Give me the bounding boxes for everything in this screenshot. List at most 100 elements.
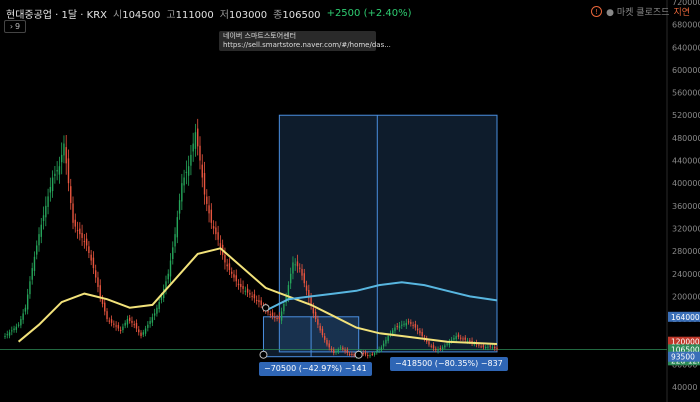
candle-body: [405, 322, 408, 326]
close-value: 106500: [282, 10, 321, 21]
candle-body: [437, 349, 439, 351]
tooltip-url: https://sell.smartstore.naver.com/#/home…: [223, 41, 391, 49]
candle-body: [280, 311, 283, 321]
candle-body: [42, 215, 45, 222]
price-tag: [668, 311, 700, 322]
market-status[interactable]: ! ● 마켓 클로즈드 지연: [591, 5, 690, 18]
price-tag: [668, 336, 700, 347]
candle-body: [119, 329, 122, 331]
candle-body: [40, 224, 42, 237]
candle-body: [378, 349, 380, 351]
candle-body: [289, 273, 292, 284]
candle-body: [487, 346, 489, 348]
candle-body: [346, 349, 349, 354]
candle-body: [242, 286, 244, 289]
candle-body: [260, 300, 262, 305]
open-value: 104500: [122, 10, 161, 21]
candle-body: [301, 268, 303, 276]
candle-body: [394, 327, 396, 331]
candle-body: [129, 317, 131, 321]
y-tick-label: 360000: [672, 202, 700, 211]
candle-body: [176, 217, 179, 238]
candle-body: [380, 347, 383, 351]
candle-body: [387, 336, 389, 341]
candle-body: [13, 328, 15, 331]
candle-body: [373, 353, 376, 355]
y-tick-label: 720000: [672, 0, 700, 7]
candle-body: [135, 323, 138, 329]
candle-body: [187, 166, 190, 176]
candle-body: [430, 345, 432, 347]
candle-body: [88, 246, 90, 254]
candle-body: [398, 325, 401, 329]
candle-body: [217, 232, 219, 240]
candle-body: [212, 226, 215, 229]
candle-body: [237, 283, 240, 286]
candle-body: [385, 339, 387, 344]
market-status-text: ● 마켓 클로즈드: [606, 8, 670, 18]
candle-body: [382, 343, 385, 347]
candle-body: [36, 245, 38, 255]
symbol-name[interactable]: 현대중공업 · 1달 · KRX: [6, 10, 107, 21]
link-tooltip: 네이버 스마트스토어센터 https://sell.smartstore.nav…: [219, 31, 391, 51]
candle-body: [416, 328, 419, 331]
candle-body: [466, 340, 469, 342]
y-tick-label: 40000: [672, 383, 697, 392]
candle-body: [353, 354, 355, 356]
candle-body: [312, 307, 315, 314]
candle-body: [174, 234, 176, 247]
candle-body: [45, 205, 47, 218]
measure-anchor: [262, 304, 270, 312]
candle-body: [115, 325, 117, 327]
candle-body: [63, 143, 65, 156]
candle-body: [192, 143, 194, 152]
candle-body: [72, 203, 74, 223]
candle-body: [56, 169, 58, 172]
candle-body: [450, 339, 453, 341]
low-value: 103000: [228, 10, 268, 21]
candle-body: [412, 324, 414, 326]
candle-body: [278, 316, 281, 320]
candle-body: [305, 285, 308, 291]
candle-body: [274, 316, 276, 318]
y-tick-label: 520000: [672, 111, 700, 120]
price-tag: [668, 351, 700, 362]
candle-body: [47, 196, 49, 207]
price-tag-label: 106500: [671, 345, 700, 354]
candle-body: [24, 307, 27, 312]
measure-anchor: [259, 350, 268, 359]
candle-body: [156, 307, 158, 314]
candle-body: [215, 227, 217, 235]
candle-body: [401, 324, 403, 326]
low-label: 저: [219, 10, 229, 21]
indicator-toggle-button[interactable]: › 9: [4, 20, 26, 33]
candle-body: [480, 346, 482, 348]
candle-body: [276, 317, 278, 319]
candle-body: [392, 330, 394, 335]
candle-body: [317, 319, 319, 325]
candle-body: [455, 336, 457, 340]
price-tag-label: 93500: [671, 353, 695, 362]
candle-body: [253, 294, 256, 299]
candle-body: [190, 154, 192, 166]
candle-body: [323, 336, 326, 340]
candle-body: [489, 345, 491, 347]
candle-body: [471, 340, 473, 343]
candle-body: [396, 326, 398, 328]
candle-body: [271, 312, 274, 317]
candle-body: [208, 205, 210, 214]
candle-body: [246, 288, 249, 293]
y-tick-label: 400000: [672, 179, 700, 188]
candle-body: [183, 177, 185, 186]
candle-body: [49, 186, 52, 193]
candle-body: [444, 345, 446, 348]
y-tick-label: 600000: [672, 66, 700, 75]
symbol-header: 현대중공업 · 1달 · KRX 시104500 고111000 저103000…: [6, 6, 412, 21]
candle-body: [160, 296, 163, 300]
candle-body: [153, 313, 156, 316]
y-tick-label: 440000: [672, 157, 700, 166]
candle-body: [126, 319, 129, 325]
candle-body: [178, 200, 181, 214]
candle-body: [70, 186, 72, 203]
